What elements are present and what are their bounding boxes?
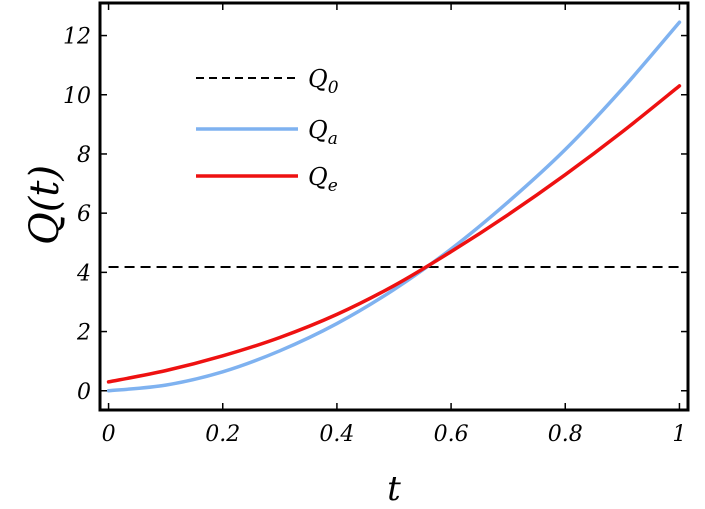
series-layer [106,20,682,393]
y-axis-label: Q(t) [22,165,68,245]
series-line-qa [106,20,682,393]
x-tick-label: 0.2 [205,422,240,447]
x-tick-label: 0.4 [319,422,354,447]
y-tick-label: 10 [63,84,91,109]
x-tick-label: 1 [672,422,686,447]
x-tick-label: 0.6 [434,422,469,447]
legend-label-q0: Q0 [308,65,339,98]
plot-frame [98,1,690,412]
y-tick-label: 6 [77,202,91,227]
x-tick-label: 0 [102,422,116,447]
y-tick-label: 0 [77,380,91,405]
x-tick-label: 0.8 [548,422,583,447]
y-tick-label: 2 [76,321,91,346]
legend-label-qa: Qa [308,116,338,149]
series-line-qe [106,84,682,384]
legend-label-qe: Qe [308,163,338,196]
x-axis-label: t [387,469,401,509]
y-tick-label: 8 [77,143,91,168]
y-tick-label: 12 [63,25,91,50]
y-tick-label: 4 [76,261,91,286]
legend: Q0 Qa Qe [196,65,339,196]
